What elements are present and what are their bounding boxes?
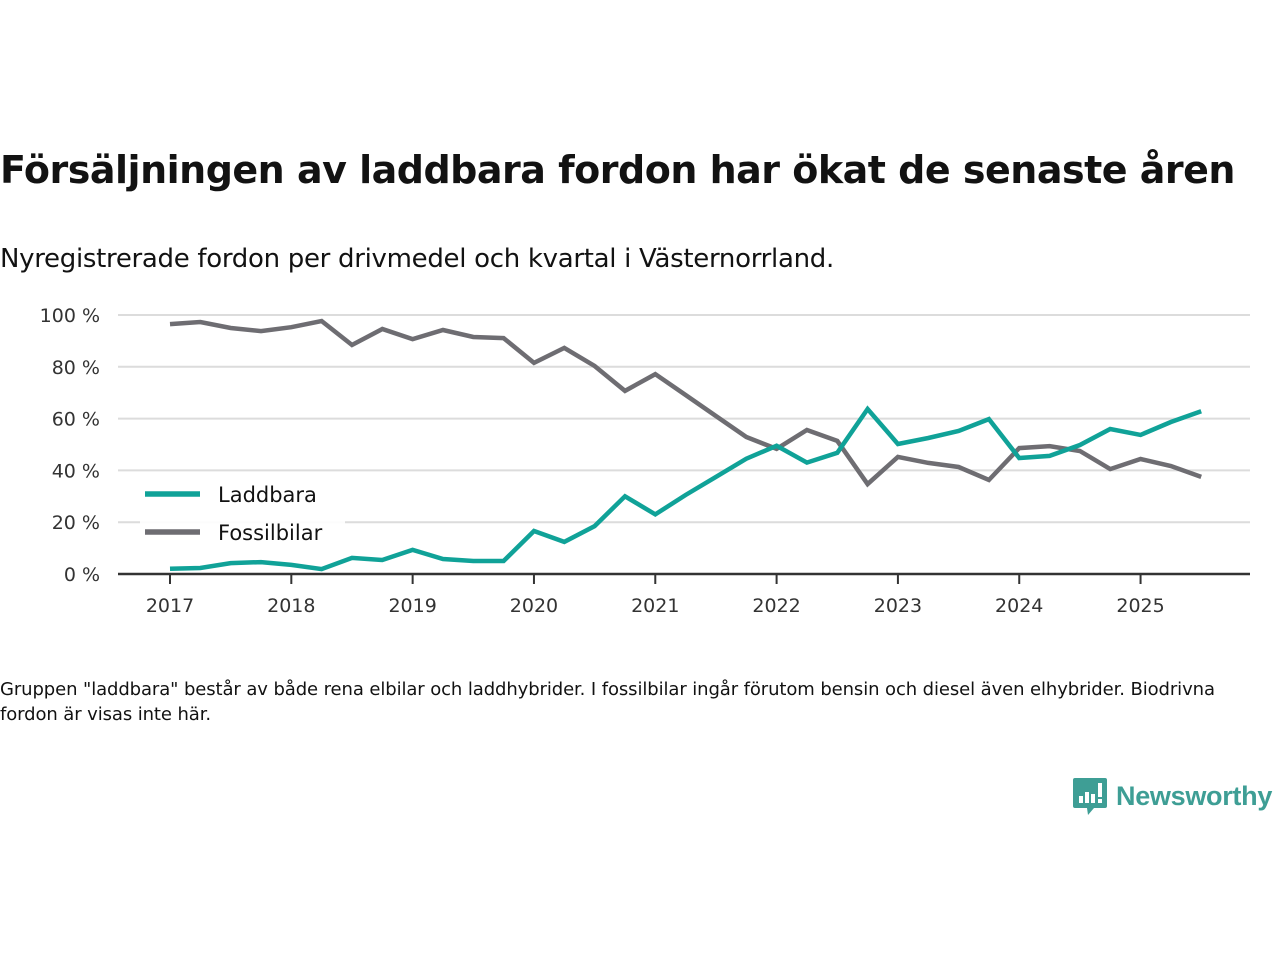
y-tick-label: 80 % bbox=[52, 357, 100, 379]
x-tick-label: 2025 bbox=[1116, 595, 1164, 617]
x-tick-label: 2020 bbox=[510, 595, 558, 617]
y-axis-ticks: 0 % 20 % 40 % 60 % 80 % 100 % bbox=[40, 305, 100, 586]
series-lines bbox=[169, 318, 1202, 572]
chart-title: Försäljningen av laddbara fordon har öka… bbox=[0, 148, 1235, 192]
legend: Laddbara Fossilbilar bbox=[140, 476, 345, 552]
x-tick-label: 2022 bbox=[752, 595, 800, 617]
series-line-fossilbilar bbox=[169, 318, 1202, 488]
logo-text: Newsworthy bbox=[1116, 780, 1273, 811]
x-tick-label: 2023 bbox=[874, 595, 922, 617]
chart-subtitle: Nyregistrerade fordon per drivmedel och … bbox=[0, 244, 834, 274]
x-tick-label: 2021 bbox=[631, 595, 679, 617]
footnote: Gruppen "laddbara" består av både rena e… bbox=[0, 679, 1215, 725]
newsworthy-logo[interactable]: Newsworthy bbox=[1072, 776, 1272, 816]
legend-label-laddbara: Laddbara bbox=[218, 483, 317, 507]
gridlines bbox=[118, 314, 1250, 524]
y-tick-label: 100 % bbox=[40, 305, 100, 327]
series-line-laddbara bbox=[169, 405, 1202, 572]
y-tick-label: 60 % bbox=[52, 409, 100, 431]
legend-label-fossilbilar: Fossilbilar bbox=[218, 521, 323, 545]
x-axis: 2017 2018 2019 2020 2021 2022 2023 2024 2025 bbox=[118, 572, 1250, 617]
y-tick-label: 0 % bbox=[64, 564, 100, 586]
y-tick-label: 40 % bbox=[52, 460, 100, 482]
y-tick-label: 20 % bbox=[52, 512, 100, 534]
newsworthy-chart-bubble-icon bbox=[1073, 778, 1107, 815]
legend-background bbox=[140, 476, 345, 552]
x-tick-label: 2018 bbox=[267, 595, 315, 617]
x-tick-label: 2024 bbox=[995, 595, 1043, 617]
line-chart: 0 % 20 % 40 % 60 % 80 % 100 % 2017 2018 2019 202… bbox=[40, 305, 1250, 617]
x-tick-label: 2019 bbox=[388, 595, 436, 617]
x-tick-label: 2017 bbox=[146, 595, 194, 617]
